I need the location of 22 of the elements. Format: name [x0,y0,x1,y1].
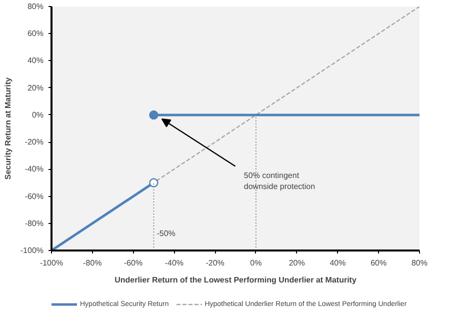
x-tick-label: -40% [164,258,184,268]
x-axis-title: Underlier Return of the Lowest Performing Underlier at Maturity [114,276,357,284]
y-tick-label: 60% [27,29,44,38]
x-tick-label: -80% [83,258,102,268]
x-tick-label: 80% [411,258,428,268]
y-tick-label: -100% [20,246,44,255]
y-tick-label: 80% [27,2,44,11]
x-tick-label: 0% [250,258,262,268]
x-tick-label: -100% [40,258,64,268]
y-tick-label: 0% [32,110,44,120]
x-tick-label: 40% [330,258,346,268]
y-tick-label: -40% [24,164,44,174]
x-tick-label: 20% [288,258,305,268]
x-tick-label: 60% [370,258,387,268]
y-axis-title: Security Return at Maturity [3,76,12,180]
y-tick-label: 20% [27,83,44,92]
y-tick-label: 40% [27,56,44,66]
y-tick-label: -20% [24,138,44,147]
x-tick-label: -60% [124,258,143,268]
y-tick-label: -60% [24,192,44,201]
x-tick-label: -20% [206,258,224,268]
y-tick-label: -80% [24,218,44,228]
